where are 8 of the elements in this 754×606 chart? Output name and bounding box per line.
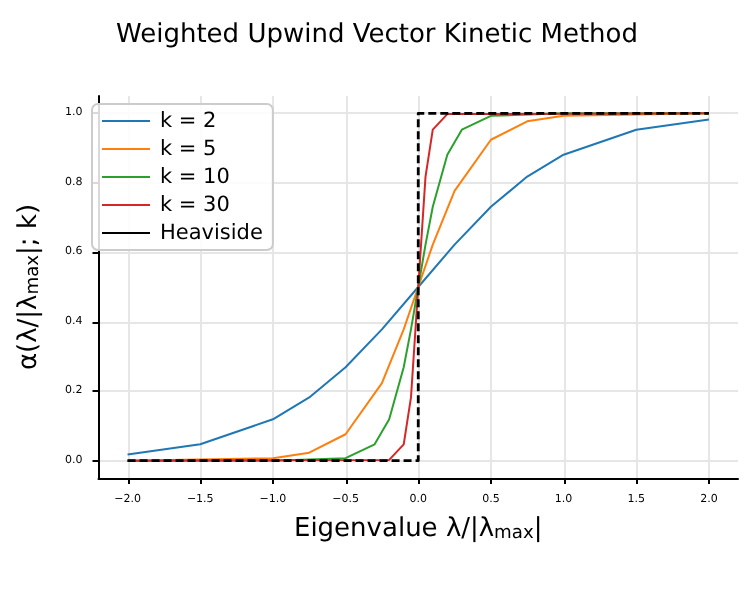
legend-label: k = 2 xyxy=(160,109,217,133)
legend-label: k = 30 xyxy=(160,193,230,217)
legend-label: Heaviside xyxy=(160,221,263,245)
y-axis-title: α(λ/|λmax|; k) xyxy=(14,203,45,371)
chart-title: Weighted Upwind Vector Kinetic Method xyxy=(116,20,638,50)
legend-label: k = 10 xyxy=(160,165,230,189)
legend-label: k = 5 xyxy=(160,137,217,161)
x-axis-title: Eigenvalue λ/|λmax| xyxy=(293,513,543,544)
